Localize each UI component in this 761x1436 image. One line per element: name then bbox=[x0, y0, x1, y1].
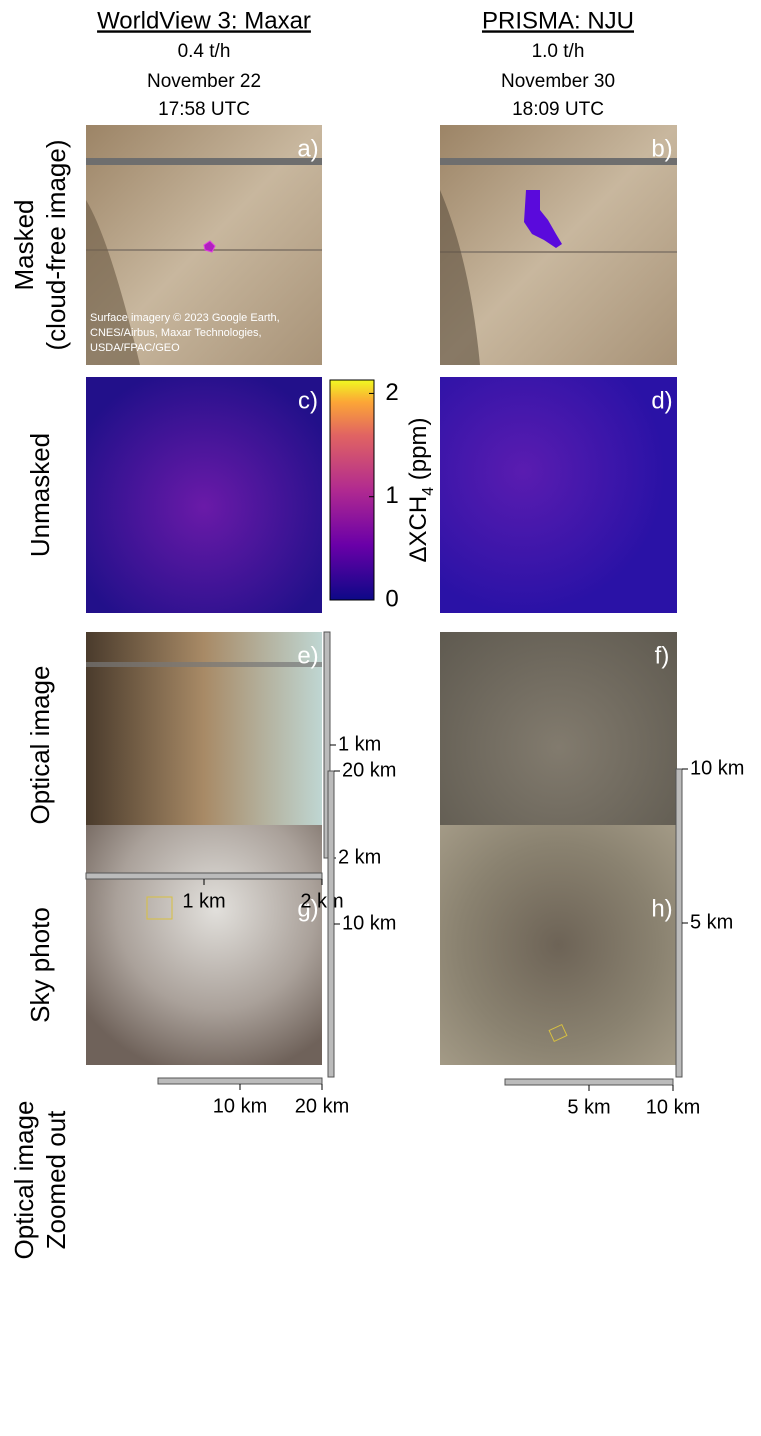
colorbar bbox=[330, 380, 374, 600]
highway bbox=[440, 158, 677, 165]
row-label: Unmasked bbox=[25, 433, 55, 557]
row-label: Optical image bbox=[25, 666, 55, 825]
colorbar-label: ΔXCH4 (ppm) bbox=[405, 418, 436, 563]
scale-label: 1 km bbox=[182, 890, 225, 912]
column-title: WorldView 3: Maxar bbox=[97, 7, 311, 34]
scale-label: 5 km bbox=[567, 1096, 610, 1118]
panel-label: h) bbox=[651, 895, 672, 922]
scale-label: 20 km bbox=[342, 759, 396, 781]
attribution: CNES/Airbus, Maxar Technologies, bbox=[90, 327, 262, 339]
image-j bbox=[440, 825, 677, 1065]
panel-label: e) bbox=[297, 642, 318, 669]
panel-label: c) bbox=[298, 387, 318, 414]
colorbar-label-part: 4 bbox=[420, 487, 437, 496]
scale-label: 20 km bbox=[295, 1095, 349, 1117]
image-c bbox=[86, 377, 322, 613]
colorbar-label-part: (ppm) bbox=[405, 418, 432, 487]
date: November 30 bbox=[501, 71, 615, 92]
scale-label: 10 km bbox=[342, 912, 396, 934]
colorbar-tick-label: 2 bbox=[385, 379, 398, 406]
row-label: Sky photo bbox=[25, 907, 55, 1023]
scale-label: 10 km bbox=[213, 1095, 267, 1117]
panel-label: a) bbox=[297, 135, 318, 162]
scale-label: 2 km bbox=[338, 846, 381, 868]
image-d bbox=[440, 377, 677, 613]
scale-bar bbox=[86, 873, 322, 879]
scale-bar bbox=[328, 771, 334, 1077]
row-label: Optical image bbox=[9, 1101, 39, 1260]
panel-label: f) bbox=[655, 642, 670, 669]
attribution: USDA/FPAC/GEO bbox=[90, 342, 180, 354]
scale-label: 10 km bbox=[690, 757, 744, 779]
column-title: PRISMA: NJU bbox=[482, 7, 634, 34]
row-label: Zoomed out bbox=[41, 1110, 71, 1250]
time: 18:09 UTC bbox=[512, 99, 604, 120]
time: 17:58 UTC bbox=[158, 99, 250, 120]
row-label: (cloud-free image) bbox=[41, 140, 71, 351]
colorbar-label-part: ΔXCH bbox=[405, 496, 432, 563]
date: November 22 bbox=[147, 71, 261, 92]
figure: WorldView 3: Maxar 0.4 t/h November 22 17:5… bbox=[0, 0, 761, 1431]
scale-bar bbox=[505, 1079, 673, 1085]
scale-bar bbox=[676, 769, 682, 1077]
scale-label: 2 km bbox=[300, 890, 343, 912]
scale-bar bbox=[158, 1078, 322, 1084]
panel-label: d) bbox=[651, 387, 672, 414]
attribution: Surface imagery © 2023 Google Earth, bbox=[90, 312, 280, 324]
page: {"columns":[ {"title":"WorldView 3: Maxa… bbox=[0, 0, 761, 1431]
emission-rate: 0.4 t/h bbox=[178, 41, 231, 62]
emission-rate: 1.0 t/h bbox=[532, 41, 585, 62]
highway bbox=[86, 158, 322, 165]
row-label: Masked bbox=[9, 199, 39, 290]
colorbar-tick-label: 0 bbox=[385, 585, 398, 612]
scale-label: 1 km bbox=[338, 733, 381, 755]
highway bbox=[86, 662, 322, 667]
colorbar-tick-label: 1 bbox=[385, 482, 398, 509]
panel-label: b) bbox=[651, 135, 672, 162]
scale-label: 10 km bbox=[646, 1096, 700, 1118]
scale-label: 5 km bbox=[690, 911, 733, 933]
image-i bbox=[86, 825, 322, 1065]
